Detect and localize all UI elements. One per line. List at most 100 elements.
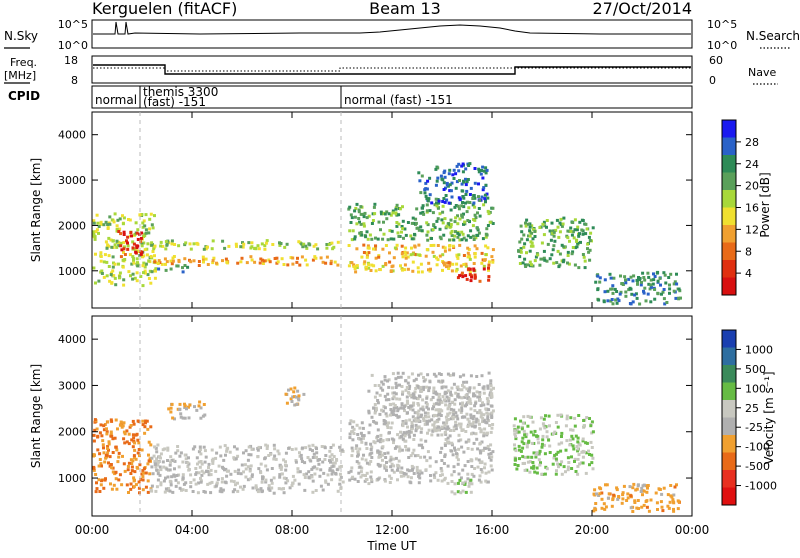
velocity-cell <box>370 456 374 459</box>
power-cell <box>92 232 96 236</box>
velocity-cell <box>423 422 427 426</box>
velocity-cell <box>196 462 199 466</box>
power-cell <box>426 199 430 203</box>
power-cell <box>404 233 408 237</box>
power-cell <box>394 212 398 216</box>
velocity-cell <box>417 394 421 398</box>
velocity-cell <box>394 456 398 460</box>
velocity-cell <box>585 416 589 419</box>
velocity-cell <box>410 424 414 428</box>
power-cell <box>133 276 137 280</box>
power-cell <box>445 265 448 269</box>
power-cell <box>631 300 635 304</box>
power-cell <box>435 201 438 205</box>
velocity-cell <box>420 471 424 475</box>
velocity-cell <box>579 461 583 465</box>
velocity-cell <box>425 422 429 426</box>
velocity-cell <box>121 454 124 458</box>
velocity-cell <box>382 419 386 422</box>
velocity-cell <box>292 390 296 394</box>
power-cell <box>142 261 146 265</box>
velocity-cell <box>480 374 484 378</box>
velocity-cell <box>424 401 428 405</box>
velocity-cell <box>460 409 464 412</box>
velocity-colorbar-swatch <box>722 382 736 401</box>
velocity-cell <box>365 447 369 450</box>
velocity-cell <box>159 468 163 472</box>
power-cell <box>443 175 447 179</box>
velocity-cell <box>478 395 481 399</box>
velocity-cell <box>187 456 190 460</box>
velocity-cell <box>440 459 444 462</box>
velocity-cell <box>107 442 111 446</box>
velocity-cell <box>419 385 423 389</box>
cpid-segment-themis: themis 3300 <box>143 85 218 99</box>
power-cell <box>480 261 484 265</box>
velocity-cell <box>655 501 659 505</box>
power-cell <box>475 226 479 230</box>
power-cell <box>588 239 592 242</box>
velocity-cell <box>197 471 201 475</box>
power-cell <box>336 240 340 244</box>
power-cell <box>110 271 113 275</box>
velocity-cell <box>411 392 415 396</box>
power-cell <box>395 243 399 247</box>
velocity-cell <box>210 480 214 484</box>
velocity-cell <box>154 465 158 469</box>
velocity-cell <box>111 470 115 474</box>
velocity-cell <box>202 490 206 493</box>
power-cell <box>96 221 100 225</box>
velocity-cell <box>585 441 589 445</box>
power-cell <box>461 275 465 279</box>
velocity-cell <box>444 403 448 407</box>
velocity-cell <box>122 437 126 441</box>
power-cell <box>394 207 398 211</box>
velocity-cell <box>391 372 395 376</box>
power-cell <box>442 261 445 265</box>
velocity-cell <box>522 415 526 419</box>
power-cell <box>423 191 427 195</box>
velocity-cell <box>313 472 317 476</box>
velocity-cell <box>620 501 624 505</box>
power-cell <box>486 196 490 200</box>
velocity-cell <box>300 457 304 461</box>
velocity-cell <box>365 477 369 481</box>
velocity-cell <box>141 488 145 492</box>
power-cell <box>485 233 489 237</box>
power-cell <box>115 229 119 233</box>
power-cell <box>448 238 451 242</box>
velocity-cell <box>673 485 677 489</box>
velocity-cell <box>456 394 460 398</box>
velocity-cell <box>122 421 126 425</box>
power-cell <box>152 247 156 251</box>
power-cell <box>141 284 145 288</box>
power-cell <box>419 191 423 195</box>
velocity-cell <box>580 450 584 454</box>
power-cell <box>473 196 477 200</box>
power-cell <box>425 233 429 237</box>
power-cell <box>403 227 407 231</box>
power-cell <box>382 220 385 224</box>
power-cell <box>359 212 363 216</box>
power-cell <box>538 226 542 229</box>
velocity-cell <box>531 461 535 464</box>
velocity-cell <box>381 388 385 392</box>
velocity-cell <box>197 460 201 464</box>
velocity-cell <box>150 456 154 460</box>
velocity-cell <box>357 461 361 465</box>
power-cell <box>594 280 598 284</box>
velocity-cell <box>625 499 629 502</box>
power-cell <box>139 275 143 278</box>
velocity-cell <box>142 467 146 471</box>
power-cell <box>465 210 469 214</box>
power-cell <box>150 223 154 227</box>
power-cell <box>385 217 389 221</box>
velocity-cell <box>584 471 588 475</box>
velocity-cell <box>477 458 481 462</box>
velocity-cell <box>389 408 393 411</box>
velocity-cell <box>489 443 493 447</box>
power-cell <box>145 253 149 257</box>
power-cell <box>664 281 668 285</box>
power-cell <box>364 235 368 239</box>
velocity-cell <box>166 448 170 452</box>
